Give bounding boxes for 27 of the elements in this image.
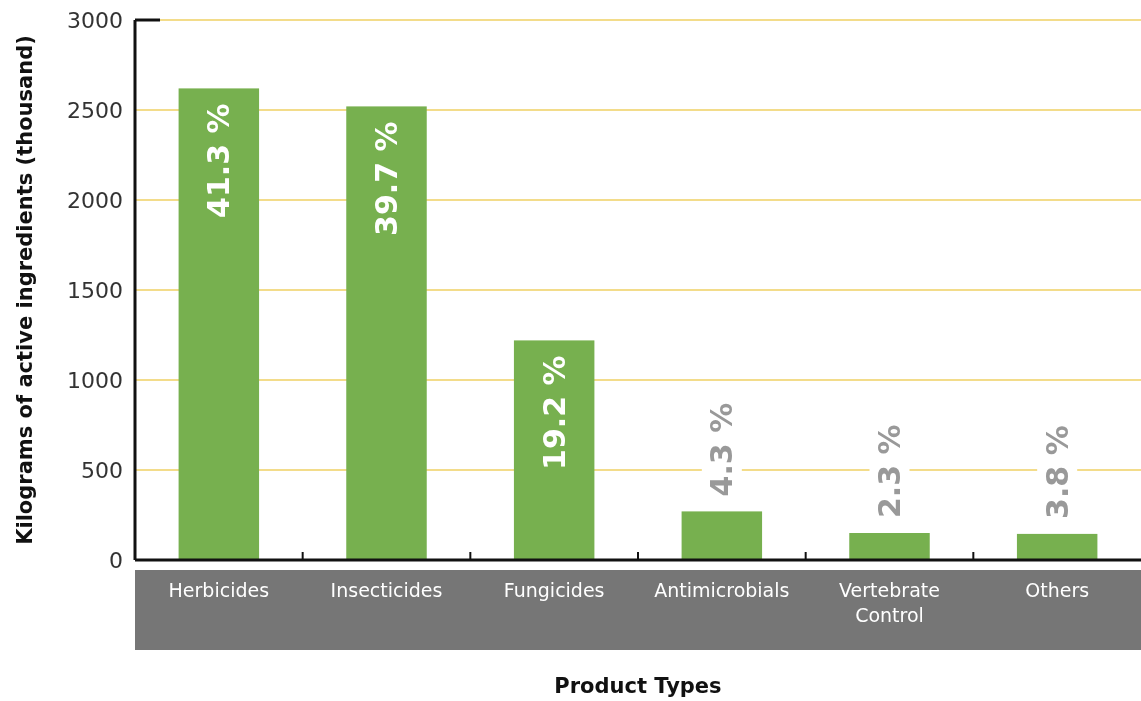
y-tick-label: 0 (109, 547, 123, 573)
annotation: 41.3 % (201, 103, 237, 218)
bar (681, 511, 763, 560)
annotation: 39.7 % (369, 121, 404, 236)
bar (178, 88, 260, 560)
y-tick-label: 1500 (67, 277, 123, 303)
bar (513, 340, 595, 560)
x-tick-label: Others (1025, 579, 1090, 602)
annotation: 2.3 % (872, 424, 907, 518)
x-tick-label: Vertebrate Control (839, 579, 940, 627)
y-tick-label: 3000 (67, 7, 123, 33)
bar (346, 106, 427, 560)
bar (1016, 533, 1098, 560)
y-tick-label: 500 (81, 457, 123, 483)
y-tick-label: 1000 (67, 367, 123, 393)
bar (849, 533, 930, 560)
annotation: 3.8 % (1039, 425, 1075, 519)
x-tick-label: Antimicrobials (654, 579, 790, 602)
annotation: 4.3 % (704, 402, 740, 497)
y-axis-title: Kilograms of active ingredients (thousand) (13, 35, 37, 545)
annotation: 19.2 % (536, 355, 572, 470)
x-axis-title: Product Types (554, 674, 722, 698)
x-tick-label: Insecticides (330, 579, 443, 602)
x-tick-label: Fungicides (503, 579, 605, 602)
y-tick-label: 2500 (67, 97, 123, 123)
y-tick-label: 2000 (67, 187, 123, 213)
x-tick-label: Herbicides (168, 579, 270, 602)
